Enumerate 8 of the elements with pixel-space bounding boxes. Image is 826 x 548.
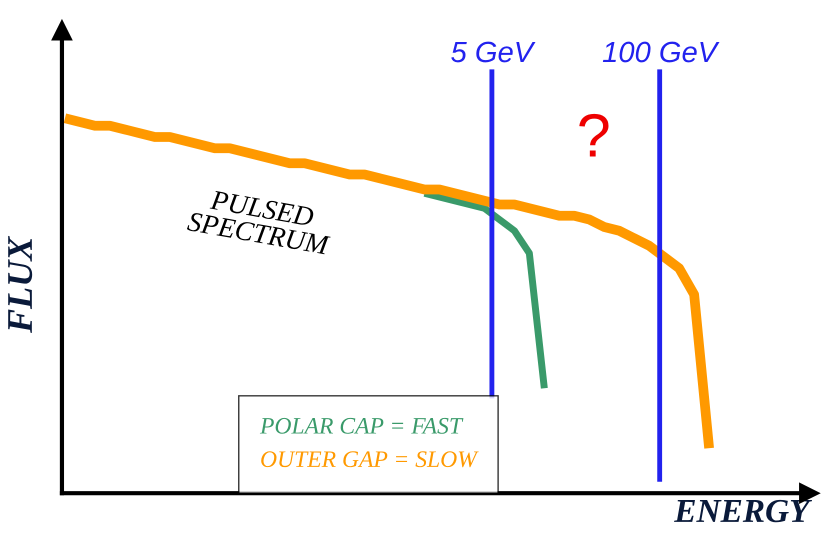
text: POLAR CAP = FAST (260, 418, 464, 434)
text: 100 GeV (602, 42, 720, 62)
annotation: PULSED SPECTRUM (186, 190, 331, 256)
text: OUTER GAP = SLOW (261, 451, 479, 468)
annotation: ? (579, 114, 608, 157)
y-axis-title: FLUX (8, 236, 32, 334)
x-axis-title: ENERGY (674, 500, 812, 522)
text: 5 GeV (451, 42, 536, 62)
